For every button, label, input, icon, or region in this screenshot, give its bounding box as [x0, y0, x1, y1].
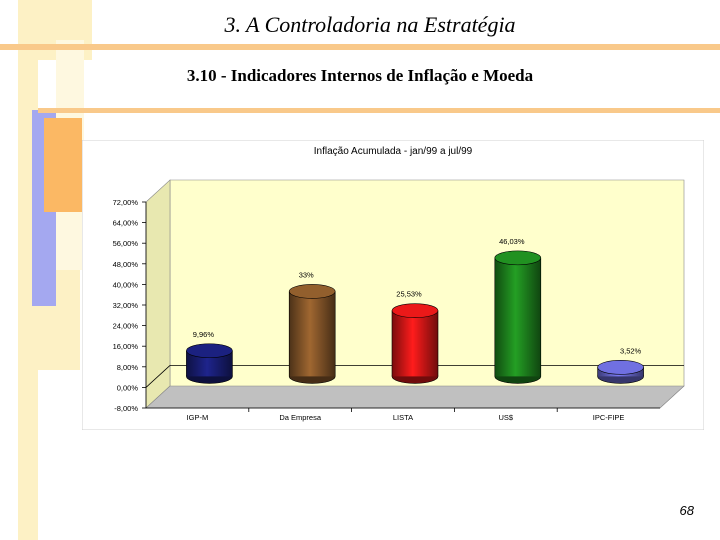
- y-tick-label: 40,00%: [113, 280, 139, 289]
- y-tick-label: -8,00%: [114, 404, 138, 413]
- y-tick-label: 0,00%: [117, 383, 139, 392]
- plot-floor: [145, 385, 685, 409]
- y-tick-label: 24,00%: [113, 322, 139, 331]
- x-tick-label: IPC-FIPE: [593, 413, 625, 422]
- bar-lista: [391, 303, 439, 384]
- data-label: 9,96%: [193, 330, 215, 339]
- y-tick-label: 16,00%: [113, 342, 139, 351]
- bar-da-empresa: [288, 284, 336, 384]
- bar-body: [494, 257, 541, 377]
- slide-title: 3. A Controladoria na Estratégia: [224, 12, 516, 37]
- bar-top: [186, 343, 233, 359]
- data-label: 25,53%: [396, 290, 422, 299]
- page-number: 68: [679, 503, 694, 518]
- inflation-chart: Inflação Acumulada - jan/99 a jul/99 72,…: [82, 140, 704, 430]
- bar-igp-m: [186, 343, 233, 384]
- y-tick-label: 8,00%: [117, 363, 139, 372]
- bar-body: [392, 310, 438, 377]
- bar-ipc-fipe: [597, 360, 644, 384]
- bar-top: [597, 360, 644, 375]
- title-underline-bar: [0, 44, 720, 50]
- data-label: 33%: [299, 270, 314, 279]
- zero-line-side: [145, 365, 171, 388]
- y-tick-label: 56,00%: [113, 239, 139, 248]
- chart-title: Inflação Acumulada - jan/99 a jul/99: [314, 146, 473, 157]
- plot-side-wall: [145, 179, 171, 409]
- data-label: 3,52%: [620, 346, 642, 355]
- x-tick-label: IGP-M: [187, 413, 209, 422]
- y-tick-label: 48,00%: [113, 260, 139, 269]
- x-tick-label: LISTA: [393, 413, 413, 422]
- bar-top: [494, 250, 542, 266]
- y-tick-label: 64,00%: [113, 219, 139, 228]
- x-tick-label: US$: [499, 413, 514, 422]
- y-tick-label: 72,00%: [113, 198, 139, 207]
- bar-top: [288, 284, 336, 299]
- slide-subtitle: 3.10 - Indicadores Internos de Inflação …: [186, 66, 534, 85]
- data-label: 46,03%: [499, 237, 525, 246]
- subtitle-underline-bar: [38, 108, 720, 113]
- bar-top: [391, 303, 439, 318]
- y-tick-label: 32,00%: [113, 301, 139, 310]
- deco-orange-bar: [44, 118, 82, 212]
- x-tick-label: Da Empresa: [279, 413, 322, 422]
- bar-body: [289, 291, 336, 377]
- bar-us-: [494, 250, 542, 384]
